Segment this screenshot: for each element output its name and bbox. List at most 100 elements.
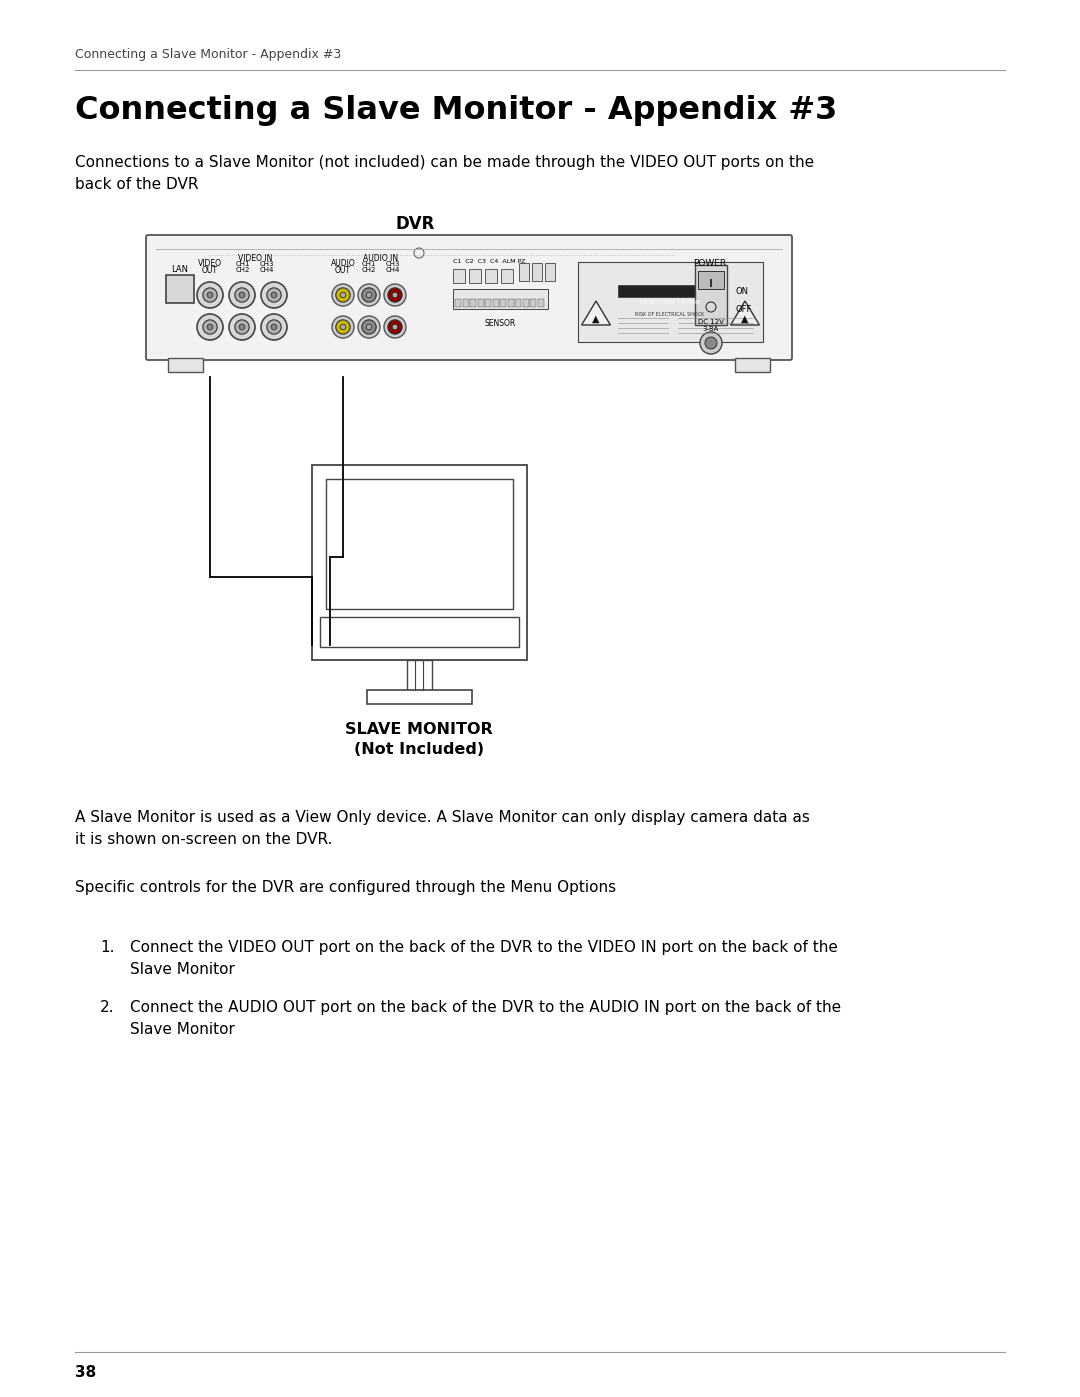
Circle shape	[366, 292, 372, 298]
Bar	[618, 285, 723, 298]
Circle shape	[207, 324, 213, 330]
Bar	[545, 263, 555, 281]
Text: RISK OF ELECTRICAL SHOCK: RISK OF ELECTRICAL SHOCK	[635, 312, 704, 317]
Circle shape	[357, 316, 380, 338]
Bar	[530, 299, 536, 307]
Bar	[578, 263, 762, 342]
Bar	[462, 299, 469, 307]
Text: CH3: CH3	[386, 261, 401, 267]
Circle shape	[357, 284, 380, 306]
Text: AUDIO IN: AUDIO IN	[364, 254, 399, 263]
Bar	[508, 299, 513, 307]
Circle shape	[705, 337, 717, 349]
Circle shape	[267, 288, 281, 302]
Bar	[455, 299, 461, 307]
Bar	[696, 265, 727, 326]
Circle shape	[239, 324, 245, 330]
Text: SENSOR: SENSOR	[484, 319, 515, 328]
Text: 1.: 1.	[100, 940, 114, 956]
Text: POWER: POWER	[693, 258, 727, 268]
Circle shape	[362, 320, 376, 334]
Circle shape	[203, 288, 217, 302]
Bar	[515, 299, 521, 307]
Text: ▲: ▲	[741, 313, 748, 324]
Text: CH3: CH3	[260, 261, 274, 267]
Circle shape	[340, 324, 346, 330]
Circle shape	[384, 284, 406, 306]
Text: ON: ON	[735, 286, 748, 296]
Text: DVR: DVR	[395, 215, 434, 233]
Bar	[523, 299, 528, 307]
Circle shape	[362, 288, 376, 302]
Text: I: I	[708, 279, 713, 289]
Bar	[320, 617, 519, 647]
Circle shape	[332, 284, 354, 306]
Bar	[532, 263, 542, 281]
Bar	[698, 271, 724, 289]
Circle shape	[271, 324, 276, 330]
Text: 3-8A: 3-8A	[703, 326, 719, 332]
Circle shape	[267, 320, 281, 334]
Text: Connecting a Slave Monitor - Appendix #3: Connecting a Slave Monitor - Appendix #3	[75, 47, 341, 61]
Circle shape	[706, 302, 716, 312]
Bar	[453, 289, 548, 309]
Text: OUT: OUT	[202, 265, 218, 275]
Text: Connecting a Slave Monitor - Appendix #3: Connecting a Slave Monitor - Appendix #3	[75, 95, 837, 126]
Circle shape	[197, 282, 222, 307]
Polygon shape	[730, 300, 759, 326]
Circle shape	[388, 320, 402, 334]
Text: OUT: OUT	[335, 265, 351, 275]
Text: VIDEO: VIDEO	[198, 258, 222, 268]
Circle shape	[700, 332, 723, 353]
Circle shape	[336, 288, 350, 302]
Circle shape	[388, 288, 402, 302]
Circle shape	[203, 320, 217, 334]
FancyBboxPatch shape	[146, 235, 792, 360]
Circle shape	[239, 292, 245, 298]
Bar	[477, 299, 484, 307]
Text: 2.: 2.	[100, 1000, 114, 1016]
Bar	[326, 479, 513, 609]
Circle shape	[332, 316, 354, 338]
Bar	[492, 299, 499, 307]
Circle shape	[229, 314, 255, 339]
Circle shape	[392, 292, 397, 298]
Bar	[470, 299, 476, 307]
Bar	[407, 659, 432, 690]
Text: LAN: LAN	[172, 265, 189, 274]
Circle shape	[197, 314, 222, 339]
Bar	[501, 270, 513, 284]
Bar	[367, 690, 472, 704]
Text: ▲: ▲	[592, 313, 599, 324]
Bar	[168, 358, 203, 372]
Bar	[166, 275, 194, 303]
Bar	[519, 263, 529, 281]
Circle shape	[229, 282, 255, 307]
Circle shape	[414, 249, 424, 258]
Bar	[312, 465, 527, 659]
Bar	[735, 358, 770, 372]
Circle shape	[340, 292, 346, 298]
Bar	[453, 270, 465, 284]
Text: (Not Included): (Not Included)	[354, 742, 484, 757]
Circle shape	[384, 316, 406, 338]
Circle shape	[234, 320, 249, 334]
Bar	[500, 299, 507, 307]
Text: 38: 38	[75, 1365, 96, 1380]
Polygon shape	[582, 300, 610, 326]
Text: DO NOT OPEN  CAUTION: DO NOT OPEN CAUTION	[640, 300, 700, 305]
Text: Specific controls for the DVR are configured through the Menu Options: Specific controls for the DVR are config…	[75, 880, 616, 895]
Text: AUDIO: AUDIO	[330, 258, 355, 268]
Text: CH4: CH4	[386, 267, 401, 272]
Text: OFF: OFF	[735, 305, 752, 314]
Text: Connect the AUDIO OUT port on the back of the DVR to the AUDIO IN port on the ba: Connect the AUDIO OUT port on the back o…	[130, 1000, 841, 1037]
Text: VIDEO IN: VIDEO IN	[238, 254, 272, 263]
Circle shape	[336, 320, 350, 334]
Circle shape	[271, 292, 276, 298]
Text: CH2: CH2	[235, 267, 251, 272]
Text: DC 12V: DC 12V	[698, 319, 724, 326]
Bar	[485, 270, 497, 284]
Bar	[485, 299, 491, 307]
Text: CH2: CH2	[362, 267, 376, 272]
Text: Connect the VIDEO OUT port on the back of the DVR to the VIDEO IN port on the ba: Connect the VIDEO OUT port on the back o…	[130, 940, 838, 977]
